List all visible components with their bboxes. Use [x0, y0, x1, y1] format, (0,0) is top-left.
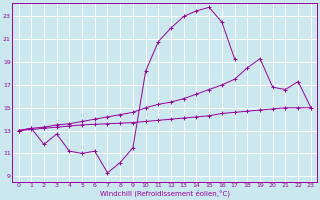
X-axis label: Windchill (Refroidissement éolien,°C): Windchill (Refroidissement éolien,°C)	[100, 190, 230, 197]
